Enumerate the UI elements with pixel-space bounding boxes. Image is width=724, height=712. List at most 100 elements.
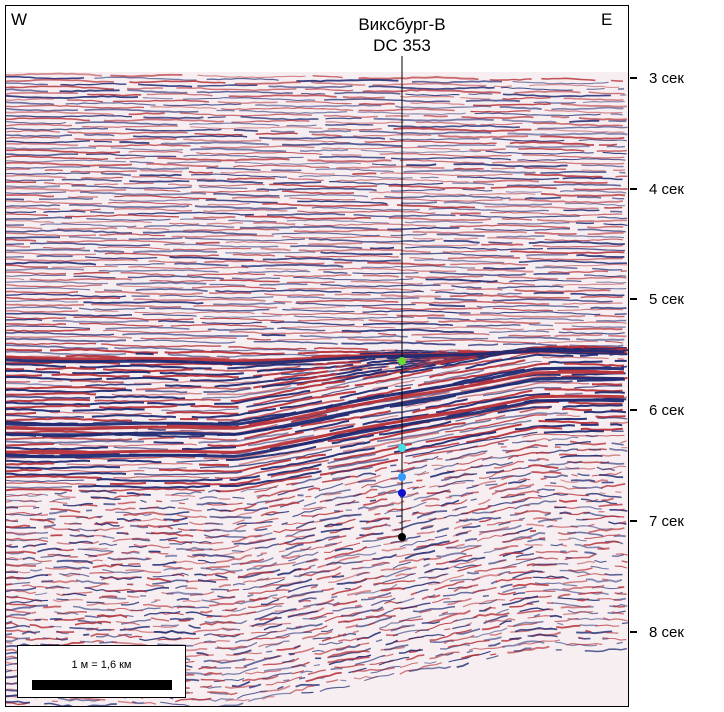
reflector xyxy=(330,667,343,671)
reflector xyxy=(542,356,609,360)
reflector xyxy=(232,519,245,525)
reflector xyxy=(357,472,377,478)
reflector xyxy=(381,546,407,552)
reflector xyxy=(501,595,539,606)
reflector xyxy=(337,618,363,624)
reflector xyxy=(421,497,440,503)
reflector xyxy=(367,595,393,599)
reflector xyxy=(388,184,485,190)
reflector xyxy=(156,500,163,503)
reflector xyxy=(327,453,376,465)
reflector xyxy=(75,579,107,585)
reflector xyxy=(320,251,393,256)
reflector xyxy=(203,315,282,318)
reflector xyxy=(270,130,295,134)
reflector xyxy=(6,558,19,561)
reflector xyxy=(90,496,121,501)
reflector xyxy=(176,87,297,92)
reflector xyxy=(527,633,558,638)
reflector xyxy=(170,323,267,328)
reflector xyxy=(508,479,527,485)
reflector xyxy=(413,488,451,501)
reflector xyxy=(544,109,623,114)
reflector xyxy=(372,553,397,560)
reflector xyxy=(131,176,216,181)
reflector xyxy=(208,600,245,607)
reflector xyxy=(228,219,277,223)
reflector xyxy=(502,586,527,594)
reflector xyxy=(205,571,236,576)
reflector xyxy=(175,697,212,703)
reflector xyxy=(145,557,152,560)
reflector xyxy=(472,179,540,184)
reflector xyxy=(405,93,460,97)
reflector xyxy=(318,267,457,273)
reflector xyxy=(577,636,585,640)
reflector xyxy=(6,366,625,427)
reflector xyxy=(284,255,399,258)
reflector xyxy=(533,517,558,522)
reflector xyxy=(554,441,592,446)
reflector xyxy=(596,466,615,472)
reflector xyxy=(164,350,285,355)
reflector xyxy=(127,275,224,280)
reflector xyxy=(6,471,127,477)
reflector xyxy=(79,322,164,327)
reflector xyxy=(83,300,204,305)
reflector xyxy=(160,624,179,627)
reflector xyxy=(352,667,395,673)
reflector xyxy=(101,343,222,348)
reflector xyxy=(334,547,354,552)
reflector xyxy=(459,419,532,433)
reflector xyxy=(221,667,258,676)
reflector xyxy=(396,466,416,472)
horizon-marker xyxy=(398,473,406,481)
reflector xyxy=(178,502,185,505)
reflector xyxy=(57,494,76,499)
reflector xyxy=(160,701,203,706)
reflector xyxy=(590,306,627,310)
reflector xyxy=(84,133,115,137)
reflector xyxy=(69,203,190,209)
reflector xyxy=(6,604,49,611)
reflector xyxy=(313,361,362,366)
reflector xyxy=(275,578,313,590)
reflector xyxy=(525,253,568,257)
reflector xyxy=(122,332,249,338)
reflector xyxy=(86,627,99,631)
reflector xyxy=(385,639,399,646)
reflector xyxy=(281,522,288,526)
time-tick-label: 6 сек xyxy=(649,402,684,419)
reflector xyxy=(297,318,364,322)
reflector xyxy=(86,601,129,606)
reflector xyxy=(165,384,202,388)
reflector xyxy=(360,149,481,154)
reflector xyxy=(6,398,625,459)
reflector xyxy=(225,445,317,462)
reflector xyxy=(509,279,582,283)
reflector xyxy=(323,271,348,275)
reflector xyxy=(559,453,578,456)
reflector xyxy=(146,93,213,97)
reflector xyxy=(537,340,598,344)
reflector xyxy=(149,279,216,283)
reflector xyxy=(327,442,460,468)
reflector xyxy=(73,316,194,321)
reflector xyxy=(184,237,305,242)
reflector xyxy=(500,557,543,569)
reflector xyxy=(99,233,166,237)
reflector xyxy=(384,644,409,651)
reflector xyxy=(443,634,475,645)
reflector xyxy=(548,360,603,364)
reflector xyxy=(454,505,468,511)
reflector xyxy=(390,464,428,473)
reflector xyxy=(40,223,137,228)
reflector xyxy=(152,579,189,585)
reflector xyxy=(73,275,116,279)
reflector xyxy=(481,625,501,631)
reflector xyxy=(46,239,185,244)
reflector xyxy=(150,617,170,622)
reflector xyxy=(307,487,321,492)
reflector xyxy=(352,272,419,275)
reflector xyxy=(320,527,351,534)
